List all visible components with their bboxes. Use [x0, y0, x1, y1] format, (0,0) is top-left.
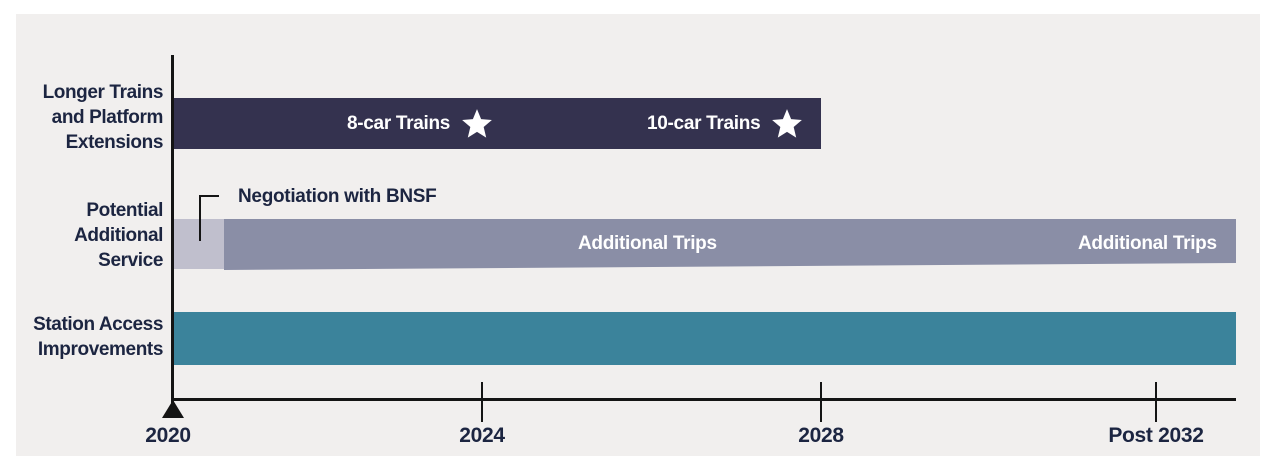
milestone-10-car: 10-car Trains	[647, 106, 804, 142]
row-label-additional-service: Potential Additional Service	[74, 200, 163, 271]
negotiation-bracket	[199, 195, 219, 241]
milestone-8-car: 8-car Trains	[347, 106, 494, 142]
star-icon	[462, 109, 492, 138]
tick-label-2024: 2024	[459, 424, 505, 447]
additional-trips-label-1: Additional Trips	[578, 233, 717, 254]
timeline-axis	[171, 398, 1236, 401]
bar-longer-trains	[173, 98, 821, 149]
bar-station-access	[173, 312, 1236, 365]
tick-post-2032	[1155, 382, 1157, 422]
negotiation-label: Negotiation with BNSF	[238, 186, 437, 207]
triangle-arrow-icon	[162, 400, 184, 418]
bar-additional-trips	[224, 219, 1236, 270]
milestone-8-car-label: 8-car Trains	[347, 113, 451, 134]
star-icon	[772, 109, 803, 138]
tick-2024	[481, 382, 483, 422]
row-label-longer-trains: Longer Trains and Platform Extensions	[42, 82, 164, 153]
tick-label-2028: 2028	[798, 424, 844, 447]
tick-2028	[820, 382, 822, 422]
vertical-axis	[171, 55, 174, 403]
tick-label-post-2032: Post 2032	[1108, 424, 1204, 447]
additional-trips-label-2: Additional Trips	[1078, 233, 1217, 254]
row-label-station-access: Station Access Improvements	[33, 314, 163, 360]
tick-label-2020: 2020	[145, 424, 191, 447]
milestone-10-car-label: 10-car Trains	[647, 113, 761, 134]
